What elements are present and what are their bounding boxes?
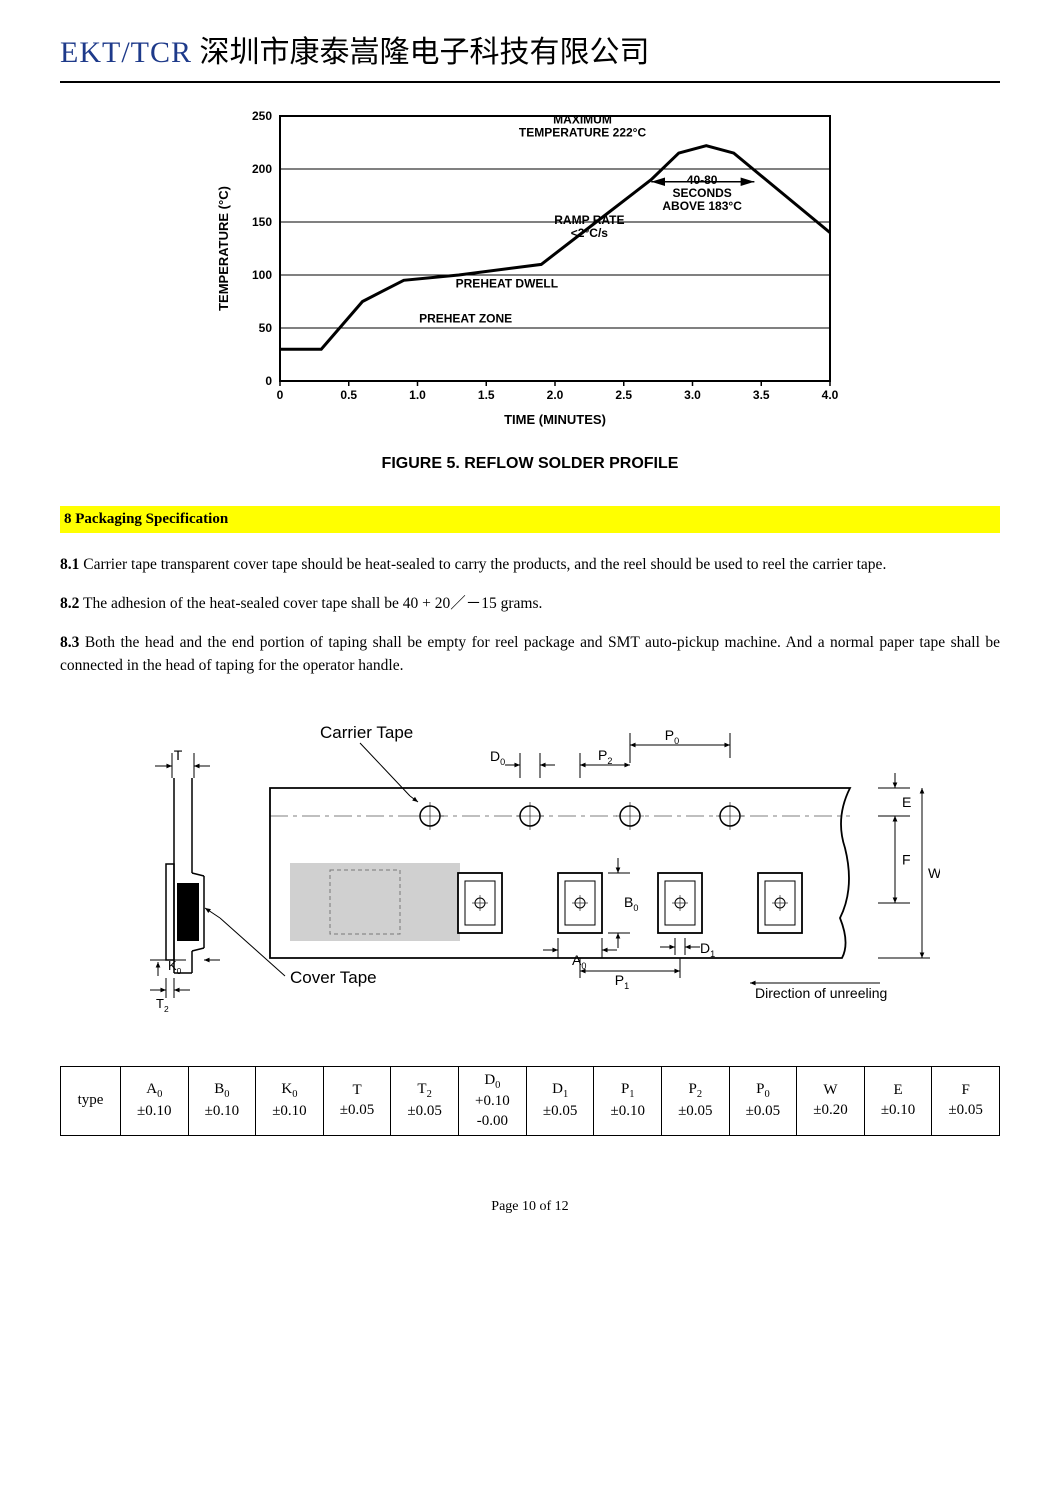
para-8-2-text: The adhesion of the heat-sealed cover ta…	[79, 595, 542, 612]
table-col-10: W±0.20	[797, 1066, 865, 1136]
para-8-1-text: Carrier tape transparent cover tape shou…	[79, 556, 886, 573]
para-8-3: 8.3 Both the head and the end portion of…	[60, 631, 1000, 678]
page-footer: Page 10 of 12	[60, 1196, 1000, 1217]
header-rule	[60, 81, 1000, 83]
reflow-chart: 0 50 100 150 200 250 0 0.5 1.0 1.5 2.0 2.5 3.0 3.5 4.0…	[210, 106, 850, 476]
table-col-11: E±0.10	[864, 1066, 932, 1136]
svg-text:W: W	[928, 865, 940, 881]
svg-text:RAMP RATE: RAMP RATE	[554, 213, 624, 227]
svg-text:D0: D0	[490, 748, 505, 767]
svg-text:250: 250	[252, 109, 272, 123]
para-8-2-num: 8.2	[60, 595, 79, 612]
table-col-3: T±0.05	[323, 1066, 391, 1136]
svg-text:100: 100	[252, 268, 272, 282]
svg-text:4.0: 4.0	[822, 388, 839, 402]
table-col-12: F±0.05	[932, 1066, 1000, 1136]
svg-text:T2: T2	[156, 996, 169, 1014]
svg-text:3.5: 3.5	[753, 388, 770, 402]
chart-caption: FIGURE 5. REFLOW SOLDER PROFILE	[210, 452, 850, 476]
svg-text:<2°C/s: <2°C/s	[571, 226, 608, 240]
svg-text:SECONDS: SECONDS	[672, 186, 731, 200]
svg-text:T: T	[174, 747, 183, 763]
svg-text:200: 200	[252, 162, 272, 176]
para-8-1: 8.1 Carrier tape transparent cover tape …	[60, 553, 1000, 576]
carrier-tape-diagram-svg: TK0T2Carrier TapeCover TapeD0P0P2EFWA0B0…	[120, 718, 940, 1028]
svg-text:50: 50	[259, 321, 273, 335]
table-col-2: K0±0.10	[256, 1066, 324, 1136]
svg-text:Direction of unreeling: Direction of unreeling	[755, 985, 887, 1001]
svg-text:1.5: 1.5	[478, 388, 495, 402]
table-col-0: A0±0.10	[121, 1066, 189, 1136]
svg-text:PREHEAT DWELL: PREHEAT DWELL	[456, 277, 558, 291]
svg-text:E: E	[902, 794, 911, 810]
svg-text:F: F	[902, 851, 911, 867]
svg-text:TEMPERATURE (°C): TEMPERATURE (°C)	[216, 186, 231, 311]
svg-text:3.0: 3.0	[684, 388, 701, 402]
svg-text:Cover Tape: Cover Tape	[290, 968, 377, 987]
table-col-5: D0+0.10-0.00	[458, 1066, 526, 1136]
header-logo: EKT/TCR	[60, 36, 192, 69]
para-8-3-num: 8.3	[60, 634, 79, 651]
svg-text:0: 0	[265, 374, 272, 388]
table-col-9: P0±0.05	[729, 1066, 797, 1136]
svg-text:0: 0	[277, 388, 284, 402]
svg-text:TEMPERATURE 222°C: TEMPERATURE 222°C	[519, 125, 647, 139]
svg-text:P0: P0	[665, 727, 679, 746]
reflow-chart-svg: 0 50 100 150 200 250 0 0.5 1.0 1.5 2.0 2.5 3.0 3.5 4.0…	[210, 106, 850, 436]
table-col-4: T2±0.05	[391, 1066, 459, 1136]
svg-text:TIME (MINUTES): TIME (MINUTES)	[504, 412, 606, 427]
svg-text:2.0: 2.0	[547, 388, 564, 402]
table-col-1: B0±0.10	[188, 1066, 256, 1136]
svg-text:1.0: 1.0	[409, 388, 426, 402]
svg-text:150: 150	[252, 215, 272, 229]
header-company-cn: 深圳市康泰嵩隆电子科技有限公司	[200, 36, 650, 69]
dimensions-table: typeA0±0.10B0±0.10K0±0.10T±0.05T2±0.05D0…	[60, 1066, 1000, 1137]
carrier-tape-diagram: TK0T2Carrier TapeCover TapeD0P0P2EFWA0B0…	[120, 718, 940, 1036]
para-8-3-text: Both the head and the end portion of tap…	[60, 634, 1000, 674]
svg-text:2.5: 2.5	[615, 388, 632, 402]
table-rowhead: type	[61, 1066, 121, 1136]
svg-text:ABOVE 183°C: ABOVE 183°C	[662, 199, 742, 213]
svg-text:Carrier Tape: Carrier Tape	[320, 723, 413, 742]
svg-text:0.5: 0.5	[340, 388, 357, 402]
section-heading: 8 Packaging Specification	[60, 506, 1000, 533]
page-header: EKT/TCR 深圳市康泰嵩隆电子科技有限公司	[60, 30, 1000, 91]
svg-text:MAXIMUM: MAXIMUM	[553, 112, 612, 126]
table-col-6: D1±0.05	[526, 1066, 594, 1136]
svg-text:PREHEAT ZONE: PREHEAT ZONE	[419, 312, 512, 326]
table-col-7: P1±0.10	[594, 1066, 662, 1136]
para-8-1-num: 8.1	[60, 556, 79, 573]
svg-text:P1: P1	[615, 972, 629, 991]
svg-text:P2: P2	[598, 747, 612, 766]
header-title: EKT/TCR 深圳市康泰嵩隆电子科技有限公司	[60, 30, 1000, 75]
svg-text:40-80: 40-80	[687, 173, 718, 187]
table-col-8: P2±0.05	[662, 1066, 730, 1136]
para-8-2: 8.2 The adhesion of the heat-sealed cove…	[60, 592, 1000, 615]
